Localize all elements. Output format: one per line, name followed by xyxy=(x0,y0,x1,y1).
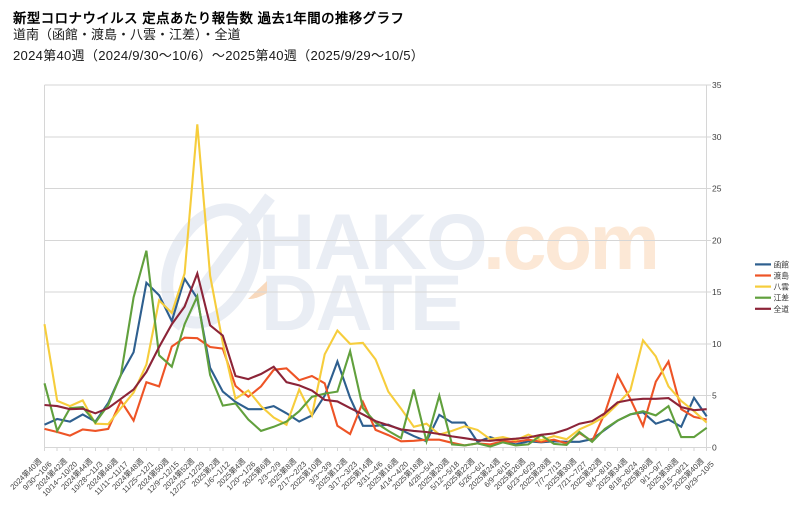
svg-text:DATE: DATE xyxy=(261,258,460,347)
svg-text:八雲: 八雲 xyxy=(774,283,790,292)
svg-text:35: 35 xyxy=(712,80,722,90)
svg-text:25: 25 xyxy=(712,184,722,194)
svg-text:.com: .com xyxy=(483,197,657,286)
svg-text:10: 10 xyxy=(712,339,722,349)
svg-text:渡島: 渡島 xyxy=(774,271,790,281)
svg-text:HAKO: HAKO xyxy=(258,197,487,286)
svg-text:函館: 函館 xyxy=(774,259,790,269)
svg-text:0: 0 xyxy=(712,443,717,453)
svg-text:江差: 江差 xyxy=(774,293,790,303)
svg-text:20: 20 xyxy=(712,235,722,245)
svg-text:全道: 全道 xyxy=(774,304,790,314)
svg-text:15: 15 xyxy=(712,287,722,297)
svg-text:30: 30 xyxy=(712,132,722,142)
svg-text:5: 5 xyxy=(712,391,717,401)
